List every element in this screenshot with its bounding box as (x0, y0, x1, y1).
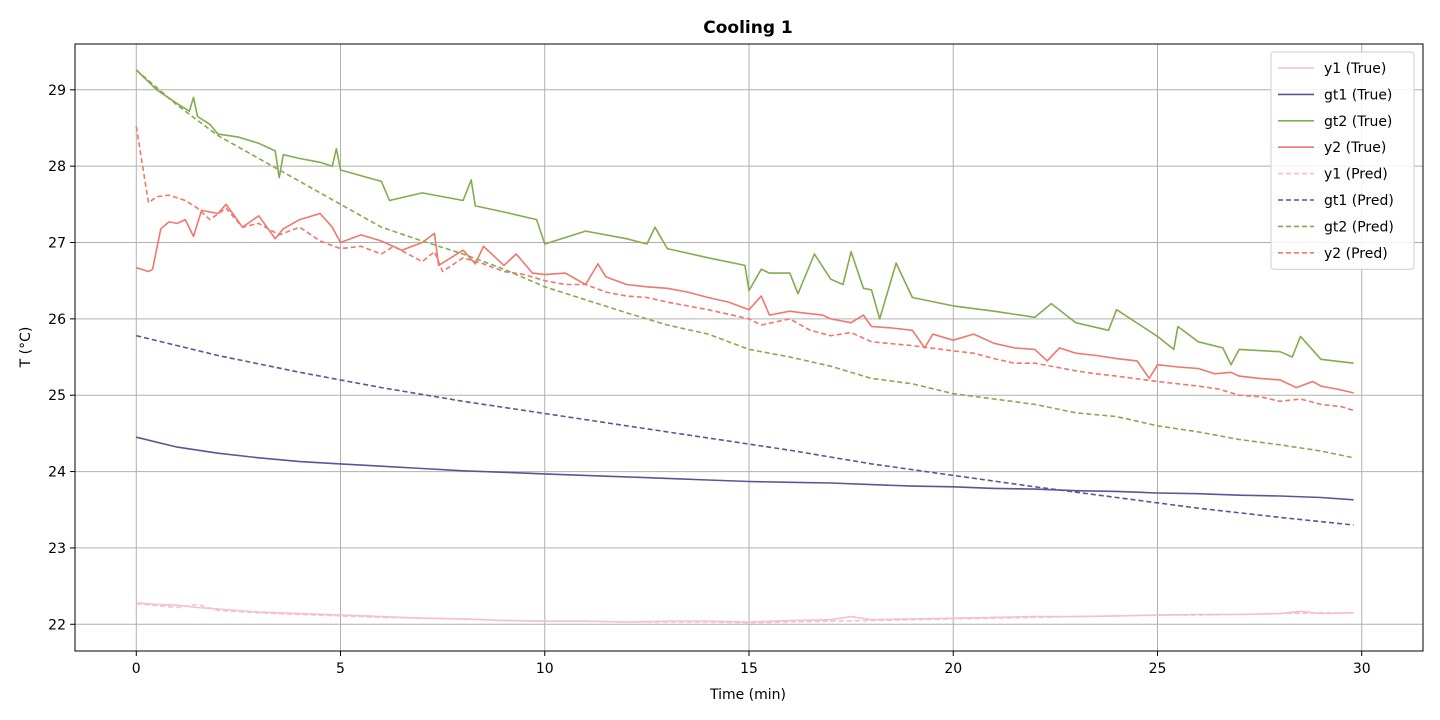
series-line-gt2-true (135, 69, 1354, 366)
x-tick-label: 15 (740, 661, 758, 677)
x-tick-label: 0 (132, 661, 141, 677)
legend-label: y1 (Pred) (1324, 167, 1388, 183)
series-line-y2-pred (135, 126, 1354, 412)
x-tick-label: 30 (1353, 661, 1371, 677)
y-tick-label: 24 (48, 465, 66, 481)
series-line-gt2-pred (135, 69, 1354, 459)
y-tick-label: 22 (48, 617, 66, 633)
series-lines (135, 69, 1354, 624)
legend-label: gt1 (True) (1324, 87, 1392, 103)
grid (75, 44, 1423, 651)
y-tick-label: 25 (48, 388, 66, 404)
y-axis-label: T (°C) (18, 327, 34, 369)
y-tick-label: 27 (48, 236, 66, 252)
series-line-gt1-pred (136, 334, 1354, 526)
y-tick-label: 29 (48, 83, 66, 99)
legend-label: gt2 (Pred) (1324, 219, 1394, 235)
legend-label: y2 (True) (1324, 140, 1386, 156)
series-line-y1-pred (136, 602, 1354, 624)
axis-ticks: 0 5 10 15 20 25 30 22 23 24 25 26 27 28 29 (48, 83, 1370, 677)
legend-label: gt1 (Pred) (1324, 193, 1394, 209)
legend-label: y2 (Pred) (1324, 246, 1388, 262)
x-tick-label: 5 (336, 661, 345, 677)
series-line-gt1-true (136, 436, 1354, 501)
y-tick-label: 26 (48, 312, 66, 328)
x-axis-label: Time (min) (709, 687, 786, 703)
series-line-y1-true (136, 602, 1354, 623)
legend-box (1270, 51, 1415, 270)
legend: y1 (True) gt1 (True) gt2 (True) y2 (True) y1… (1270, 51, 1415, 270)
x-tick-label: 10 (536, 661, 554, 677)
y-tick-label: 23 (48, 541, 66, 557)
y-tick-label: 28 (48, 159, 66, 175)
legend-label: y1 (True) (1324, 61, 1386, 77)
legend-label: gt2 (True) (1324, 114, 1392, 130)
series-line-y2-true (136, 203, 1354, 394)
x-tick-label: 20 (944, 661, 962, 677)
chart-title: Cooling 1 (703, 18, 793, 38)
x-tick-label: 25 (1149, 661, 1167, 677)
